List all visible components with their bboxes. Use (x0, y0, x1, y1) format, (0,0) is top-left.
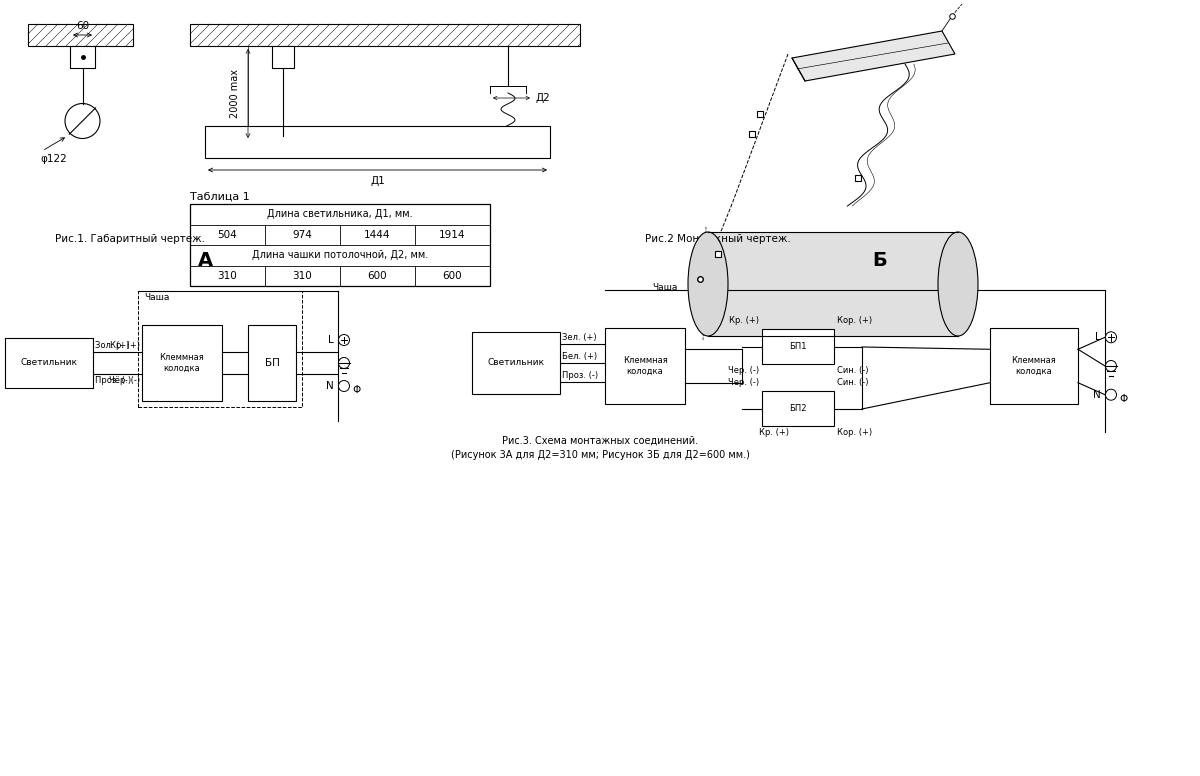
Text: БП: БП (264, 358, 280, 368)
Ellipse shape (688, 232, 728, 336)
Text: Рис.1. Габаритный чертеж.: Рис.1. Габаритный чертеж. (55, 234, 205, 244)
Text: Светильник: Светильник (487, 359, 545, 368)
Bar (248, 325, 296, 401)
Circle shape (338, 380, 349, 392)
Text: 310: 310 (217, 271, 238, 281)
Bar (605, 328, 685, 404)
Text: Светильник: Светильник (20, 359, 78, 368)
Text: А: А (198, 251, 212, 271)
Text: БП2: БП2 (790, 404, 806, 414)
Bar (70, 46, 95, 68)
Bar (990, 328, 1078, 404)
Text: 974: 974 (293, 230, 312, 240)
Text: 310: 310 (293, 271, 312, 281)
Circle shape (338, 334, 349, 345)
Bar (762, 330, 834, 365)
Text: Кр. (+): Кр. (+) (730, 317, 760, 325)
Bar (272, 46, 294, 68)
Text: Рис.2 Монтажный чертеж.: Рис.2 Монтажный чертеж. (646, 234, 791, 244)
Text: Φ: Φ (352, 385, 360, 395)
Text: 1914: 1914 (439, 230, 466, 240)
Bar (5, 338, 94, 388)
Text: L: L (329, 335, 334, 345)
Text: 600: 600 (367, 271, 388, 281)
Bar (205, 126, 550, 158)
Text: Проз. (-): Проз. (-) (95, 376, 131, 385)
Circle shape (1105, 332, 1116, 343)
Text: Чёр. (-): Чёр. (-) (109, 376, 140, 385)
Text: Б: Б (872, 251, 887, 271)
Text: 2000 max: 2000 max (230, 69, 240, 118)
Bar (142, 325, 222, 401)
Bar (762, 391, 834, 427)
Text: Зол. (+): Зол. (+) (95, 341, 130, 350)
Text: Длина светильника, Д1, мм.: Длина светильника, Д1, мм. (268, 210, 413, 220)
Text: Д2: Д2 (536, 93, 551, 103)
Text: Син. (-): Син. (-) (836, 366, 869, 376)
Text: Кор. (+): Кор. (+) (836, 428, 872, 438)
Circle shape (1105, 361, 1116, 372)
Text: Кор. (+): Кор. (+) (836, 317, 872, 325)
Bar (472, 332, 560, 394)
Text: БП1: БП1 (790, 342, 806, 352)
Text: Клеммная
колодка: Клеммная колодка (1012, 356, 1056, 376)
Text: 1444: 1444 (365, 230, 391, 240)
Text: Рис.3. Схема монтажных соединений.
(Рисунок 3А для Д2=310 мм; Рисунок 3Б для Д2=: Рис.3. Схема монтажных соединений. (Рису… (450, 436, 750, 460)
Text: N: N (326, 381, 334, 391)
Bar (28, 24, 133, 46)
Text: Таблица 1: Таблица 1 (190, 192, 250, 202)
Bar (190, 204, 490, 286)
Text: 600: 600 (443, 271, 462, 281)
Text: Φ: Φ (1120, 393, 1127, 404)
Circle shape (338, 358, 349, 369)
Text: Чаша: Чаша (652, 283, 677, 292)
Text: Чаша: Чаша (144, 293, 169, 302)
Text: Чер. (-): Чер. (-) (728, 366, 760, 376)
Text: φ122: φ122 (40, 154, 67, 164)
Text: Клеммная
колодка: Клеммная колодка (623, 356, 667, 376)
Text: 504: 504 (217, 230, 238, 240)
Text: Бел. (+): Бел. (+) (562, 352, 598, 361)
Text: L: L (1096, 332, 1102, 342)
Circle shape (1105, 390, 1116, 400)
Text: Длина чашки потолочной, Д2, мм.: Длина чашки потолочной, Д2, мм. (252, 250, 428, 260)
Bar (708, 232, 958, 336)
Text: Кр. (+): Кр. (+) (760, 428, 790, 438)
Text: Клеммная
колодка: Клеммная колодка (160, 353, 204, 372)
Bar (138, 291, 302, 407)
Text: Зел. (+): Зел. (+) (562, 334, 596, 342)
Ellipse shape (938, 232, 978, 336)
Text: Д1: Д1 (370, 176, 385, 186)
Text: 60: 60 (76, 21, 89, 31)
Text: Син. (-): Син. (-) (836, 379, 869, 387)
Polygon shape (792, 31, 955, 81)
Text: Проз. (-): Проз. (-) (562, 371, 598, 379)
Text: Кр. (+): Кр. (+) (110, 341, 140, 350)
Text: N: N (1093, 390, 1102, 400)
Text: Чер. (-): Чер. (-) (728, 379, 760, 387)
Bar (190, 24, 580, 46)
